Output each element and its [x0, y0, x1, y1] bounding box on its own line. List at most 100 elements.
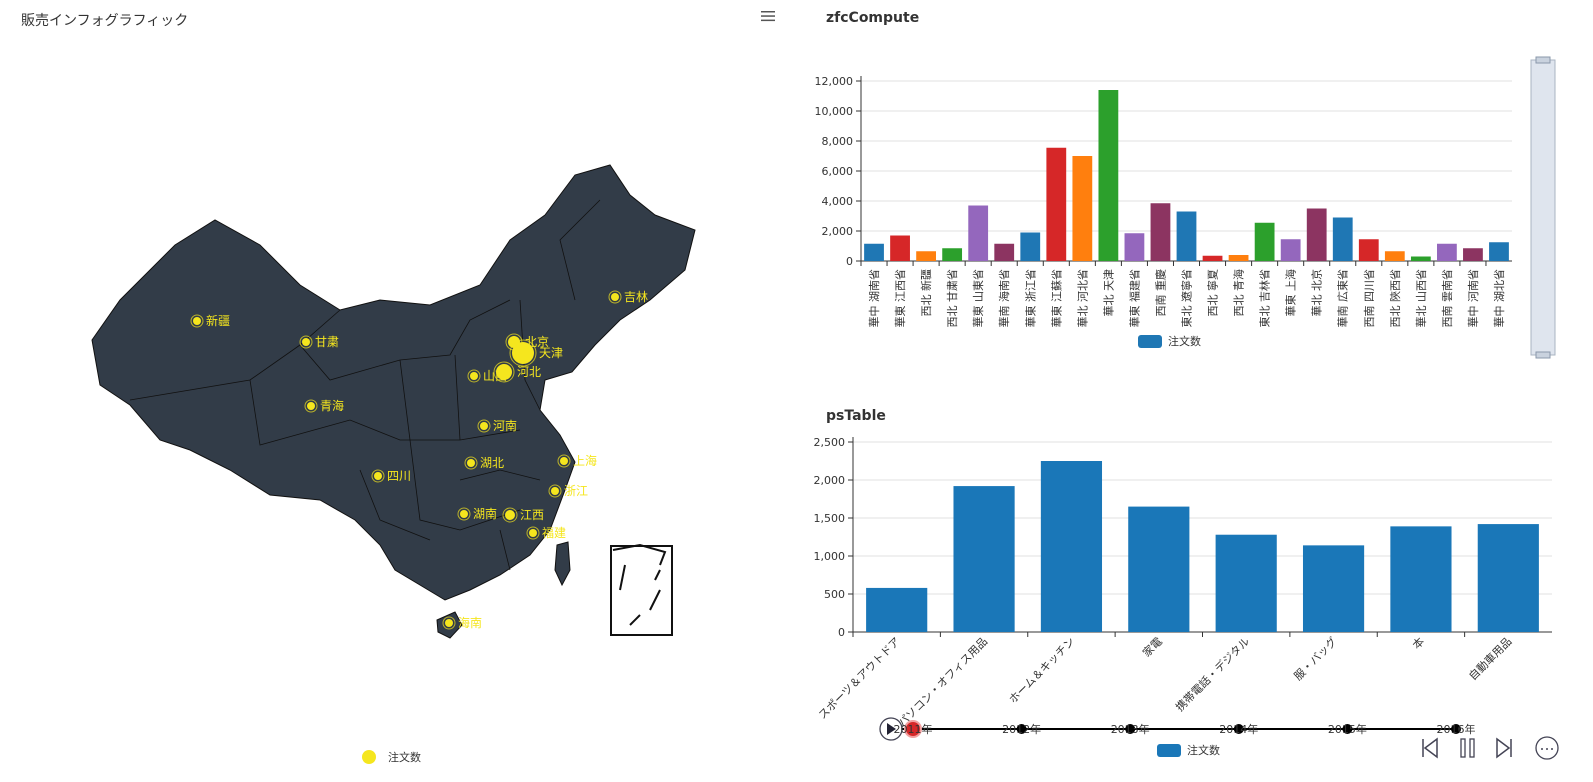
map-point-label: 青海 [320, 398, 344, 413]
prev-icon[interactable] [1422, 737, 1438, 759]
map-point[interactable] [551, 487, 559, 495]
x-tick-label: 東北 遼寧省 [1180, 269, 1194, 328]
x-tick-label: 華中 湖南省 [868, 269, 881, 328]
bar[interactable] [1228, 255, 1249, 261]
x-tick-label: 西北 陝西省 [1389, 269, 1402, 328]
map-point-ring [477, 419, 491, 433]
map-point[interactable] [496, 364, 512, 380]
x-tick-label: ホーム＆キッチン [1006, 635, 1077, 706]
timeline[interactable]: 2011年 2012年 2013年 2014年 2015年 2016年 [879, 717, 1476, 741]
map-point-label: 河北 [517, 365, 541, 379]
y-tick-label: 1,500 [814, 512, 846, 525]
x-tick-label: 華東 浙江省 [1024, 269, 1037, 328]
bar[interactable] [1280, 239, 1301, 261]
x-tick-label: 家電 [1139, 634, 1164, 659]
bar[interactable] [1384, 251, 1405, 261]
map-point[interactable] [512, 342, 534, 364]
map-point[interactable] [470, 372, 478, 380]
bar[interactable] [916, 251, 936, 261]
bar[interactable] [890, 235, 910, 262]
bar[interactable] [1306, 208, 1327, 262]
map-point[interactable] [307, 402, 315, 410]
menu-icon[interactable] [760, 8, 776, 24]
map-point-ring [190, 314, 204, 328]
bar[interactable] [1176, 211, 1197, 262]
timeline-label: 2011年 [894, 722, 933, 736]
data-zoom-handle-top[interactable] [1535, 56, 1551, 64]
map-point[interactable] [480, 422, 488, 430]
bar[interactable] [1332, 217, 1353, 262]
map-point[interactable] [302, 338, 310, 346]
bar[interactable] [1437, 243, 1457, 261]
bar[interactable] [1358, 239, 1379, 261]
x-tick-label: 華南 広東省 [1337, 269, 1350, 328]
bar[interactable] [1020, 232, 1041, 262]
zfc-bar-chart: 02,0004,0006,0008,00010,00012,000華中 湖南省華… [815, 75, 1512, 348]
map-legend[interactable]: 注文数 [362, 750, 421, 764]
bar[interactable] [866, 587, 928, 632]
timeline-point[interactable] [904, 720, 922, 738]
map-point-ring [509, 339, 537, 367]
bar[interactable] [1410, 256, 1431, 262]
x-tick-label: 華東 福建省 [1127, 269, 1141, 328]
legend-swatch[interactable] [1157, 744, 1181, 757]
bar[interactable] [864, 243, 884, 261]
x-tick-label: 服・バッグ [1291, 634, 1340, 683]
bar[interactable] [942, 248, 963, 261]
more-icon[interactable] [1535, 736, 1559, 760]
map-point[interactable] [467, 459, 475, 467]
bar[interactable] [1215, 534, 1277, 632]
legend-swatch[interactable] [1138, 335, 1162, 348]
y-tick-label: 2,000 [814, 474, 846, 487]
timeline-point[interactable] [1016, 724, 1027, 734]
pause-icon[interactable] [1460, 738, 1475, 758]
map-point[interactable] [611, 293, 619, 301]
timeline-point[interactable] [1233, 724, 1244, 734]
bar[interactable] [1463, 248, 1483, 261]
x-tick-label: 華南 海南省 [997, 269, 1011, 328]
map-point[interactable] [374, 472, 382, 480]
bar[interactable] [1302, 545, 1365, 632]
bar[interactable] [953, 486, 1015, 632]
bar[interactable] [1072, 156, 1093, 261]
x-tick-label: 東北 吉林省 [1258, 269, 1272, 328]
bar[interactable] [1128, 506, 1190, 632]
map-point-ring [464, 456, 478, 470]
bar[interactable] [1046, 147, 1067, 261]
timeline-point[interactable] [1125, 724, 1136, 734]
timeline-point[interactable] [1342, 724, 1353, 734]
ps-chart-title: psTable [826, 408, 886, 424]
bar[interactable] [1202, 255, 1223, 261]
map-point[interactable] [505, 510, 515, 520]
data-zoom-handle-bottom[interactable] [1535, 351, 1551, 359]
play-triangle [887, 723, 896, 735]
bar[interactable] [968, 205, 989, 262]
bar[interactable] [1124, 233, 1145, 261]
map-point[interactable] [460, 510, 468, 518]
x-tick-label: 華東 山東省 [972, 269, 985, 328]
bar[interactable] [1477, 524, 1539, 632]
bar[interactable] [994, 243, 1015, 261]
bar[interactable] [1489, 242, 1509, 261]
map-point-ring [371, 469, 385, 483]
map-point[interactable] [445, 619, 453, 627]
bar[interactable] [1040, 461, 1103, 632]
y-tick-label: 8,000 [822, 135, 854, 148]
map-legend-label: 注文数 [388, 750, 421, 764]
x-tick-label: 華北 天津 [1102, 269, 1115, 317]
map-point[interactable] [529, 529, 537, 537]
timeline-label: 2014年 [1219, 722, 1258, 736]
map-point[interactable] [560, 457, 568, 465]
timeline-label: 2012年 [1002, 722, 1041, 736]
bar[interactable] [1098, 90, 1119, 261]
bar[interactable] [1150, 203, 1171, 261]
map-point-label: 福建 [542, 525, 566, 540]
timeline-point[interactable] [1451, 724, 1461, 734]
map-point[interactable] [193, 317, 201, 325]
data-zoom-slider[interactable] [1530, 56, 1556, 359]
bar[interactable] [1254, 222, 1275, 261]
next-icon[interactable] [1496, 737, 1512, 759]
y-tick-label: 6,000 [822, 165, 854, 178]
map-point-label: 天津 [539, 346, 563, 360]
bar[interactable] [1390, 526, 1452, 632]
